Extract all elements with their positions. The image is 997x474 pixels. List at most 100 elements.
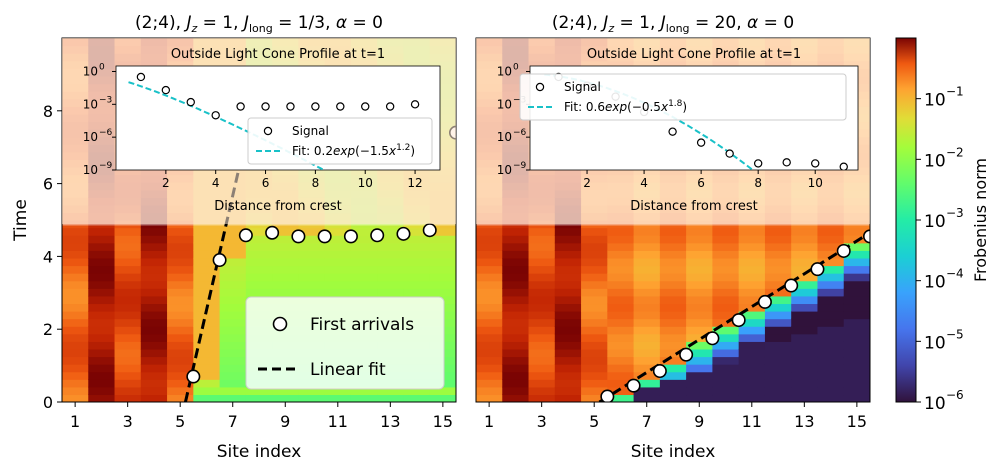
heatmap-cell <box>429 265 456 274</box>
heatmap-cell <box>817 318 845 327</box>
heatmap-cell <box>114 303 142 312</box>
heatmap-cell <box>350 280 378 289</box>
heatmap-cell <box>140 386 168 396</box>
heatmap-cell <box>272 220 299 229</box>
heatmap-cell <box>528 341 556 350</box>
heatmap-cell <box>219 235 247 244</box>
heatmap-cell <box>429 394 456 402</box>
heatmap-cell <box>791 280 819 289</box>
heatmap-cell <box>607 250 635 259</box>
colorbar-tick-exponent: −3 <box>946 206 964 220</box>
heatmap-cell <box>843 379 870 388</box>
heatmap-cell <box>659 356 687 365</box>
heatmap-cell <box>114 311 142 320</box>
heatmap-cell <box>62 273 89 282</box>
heatmap-cell <box>633 295 661 305</box>
heatmap-cell <box>738 326 766 335</box>
heatmap-cell <box>219 257 247 267</box>
inset-signal-point <box>136 72 146 82</box>
heatmap-cell <box>764 364 792 373</box>
colorbar-tick-label: 10 <box>924 394 946 414</box>
heatmap-cell <box>88 326 116 335</box>
heatmap-cell <box>88 341 116 350</box>
heatmap-cell <box>633 356 661 365</box>
heatmap-cell <box>377 265 405 274</box>
heatmap-cell <box>140 242 168 251</box>
heatmap-cell <box>686 394 713 402</box>
heatmap-cell <box>764 295 792 305</box>
heatmap-cell <box>193 326 221 335</box>
heatmap-cell <box>607 348 635 358</box>
heatmap-cell <box>659 326 687 335</box>
heatmap-cell <box>140 326 168 335</box>
heatmap-cell <box>817 348 845 358</box>
x-tick-label: 13 <box>794 412 814 431</box>
heatmap-cell <box>476 356 503 365</box>
heatmap-cell <box>193 364 221 373</box>
heatmap-cell <box>528 394 556 402</box>
first-arrival-point <box>265 225 280 240</box>
heatmap-cell <box>843 364 870 373</box>
inset-x-tick-label: 2 <box>162 176 170 190</box>
heatmap-cell <box>817 394 845 402</box>
heatmap-cell <box>88 273 116 282</box>
heatmap-cell <box>193 379 221 388</box>
heatmap-cell <box>712 311 740 320</box>
heatmap-cell <box>324 288 352 297</box>
heatmap-cell <box>817 220 845 229</box>
heatmap-cell <box>167 311 194 320</box>
inset-signal-point <box>186 97 195 107</box>
heatmap-cell <box>219 364 247 373</box>
inset-xlabel: Distance from crest <box>214 199 341 214</box>
heatmap-cell <box>712 356 740 365</box>
heatmap-cell <box>114 273 142 282</box>
heatmap-cell <box>350 273 378 282</box>
first-arrival-point <box>705 331 720 346</box>
heatmap-cell <box>62 364 89 373</box>
heatmap-cell <box>659 235 687 244</box>
heatmap-cell <box>140 318 168 327</box>
heatmap-cell <box>791 257 819 267</box>
first-arrival-point <box>343 229 358 244</box>
heatmap-cell <box>219 379 247 388</box>
first-arrival-point <box>212 253 227 268</box>
left-legend: First arrivals Linear fit <box>245 296 445 390</box>
legend-first-arrivals-marker <box>272 316 288 332</box>
heatmap-cell <box>219 311 247 320</box>
heatmap-cell <box>791 356 819 365</box>
heatmap-cell <box>88 220 116 229</box>
heatmap-cell <box>791 394 819 402</box>
heatmap-cell <box>686 280 713 289</box>
heatmap-cell <box>140 364 168 373</box>
heatmap-cell <box>607 318 635 327</box>
heatmap-cell <box>554 311 582 320</box>
heatmap-cell <box>88 235 116 244</box>
heatmap-cell <box>843 265 870 274</box>
heatmap-cell <box>607 257 635 267</box>
heatmap-cell <box>686 318 713 327</box>
first-arrival-point <box>810 262 825 277</box>
inset-legend-signal-label: Signal <box>564 80 601 94</box>
heatmap-cell <box>554 379 582 388</box>
heatmap-cell <box>738 303 766 312</box>
heatmap-cell <box>324 280 352 289</box>
heatmap-cell <box>659 288 687 297</box>
heatmap-cell <box>633 227 661 236</box>
heatmap-cell <box>377 288 405 297</box>
heatmap-cell <box>502 257 530 267</box>
heatmap-cell <box>245 227 273 236</box>
heatmap-cell <box>528 348 556 358</box>
heatmap-cell <box>219 227 247 236</box>
heatmap-cell <box>791 288 819 297</box>
heatmap-cell <box>62 265 89 274</box>
heatmap-cell <box>62 379 89 388</box>
heatmap-cell <box>62 257 89 267</box>
right-inset: Outside Light Cone Profile at t=1 2 4 6 8 10 1… <box>476 38 870 224</box>
heatmap-cell <box>764 311 792 320</box>
left-title: (2;4), Jz = 1, Jlong = 1/3, α = 0 <box>135 13 383 35</box>
heatmap-cell <box>298 235 326 244</box>
heatmap-cell <box>764 318 792 327</box>
heatmap-cell <box>738 333 766 342</box>
heatmap-cell <box>114 333 142 342</box>
heatmap-cell <box>429 280 456 289</box>
